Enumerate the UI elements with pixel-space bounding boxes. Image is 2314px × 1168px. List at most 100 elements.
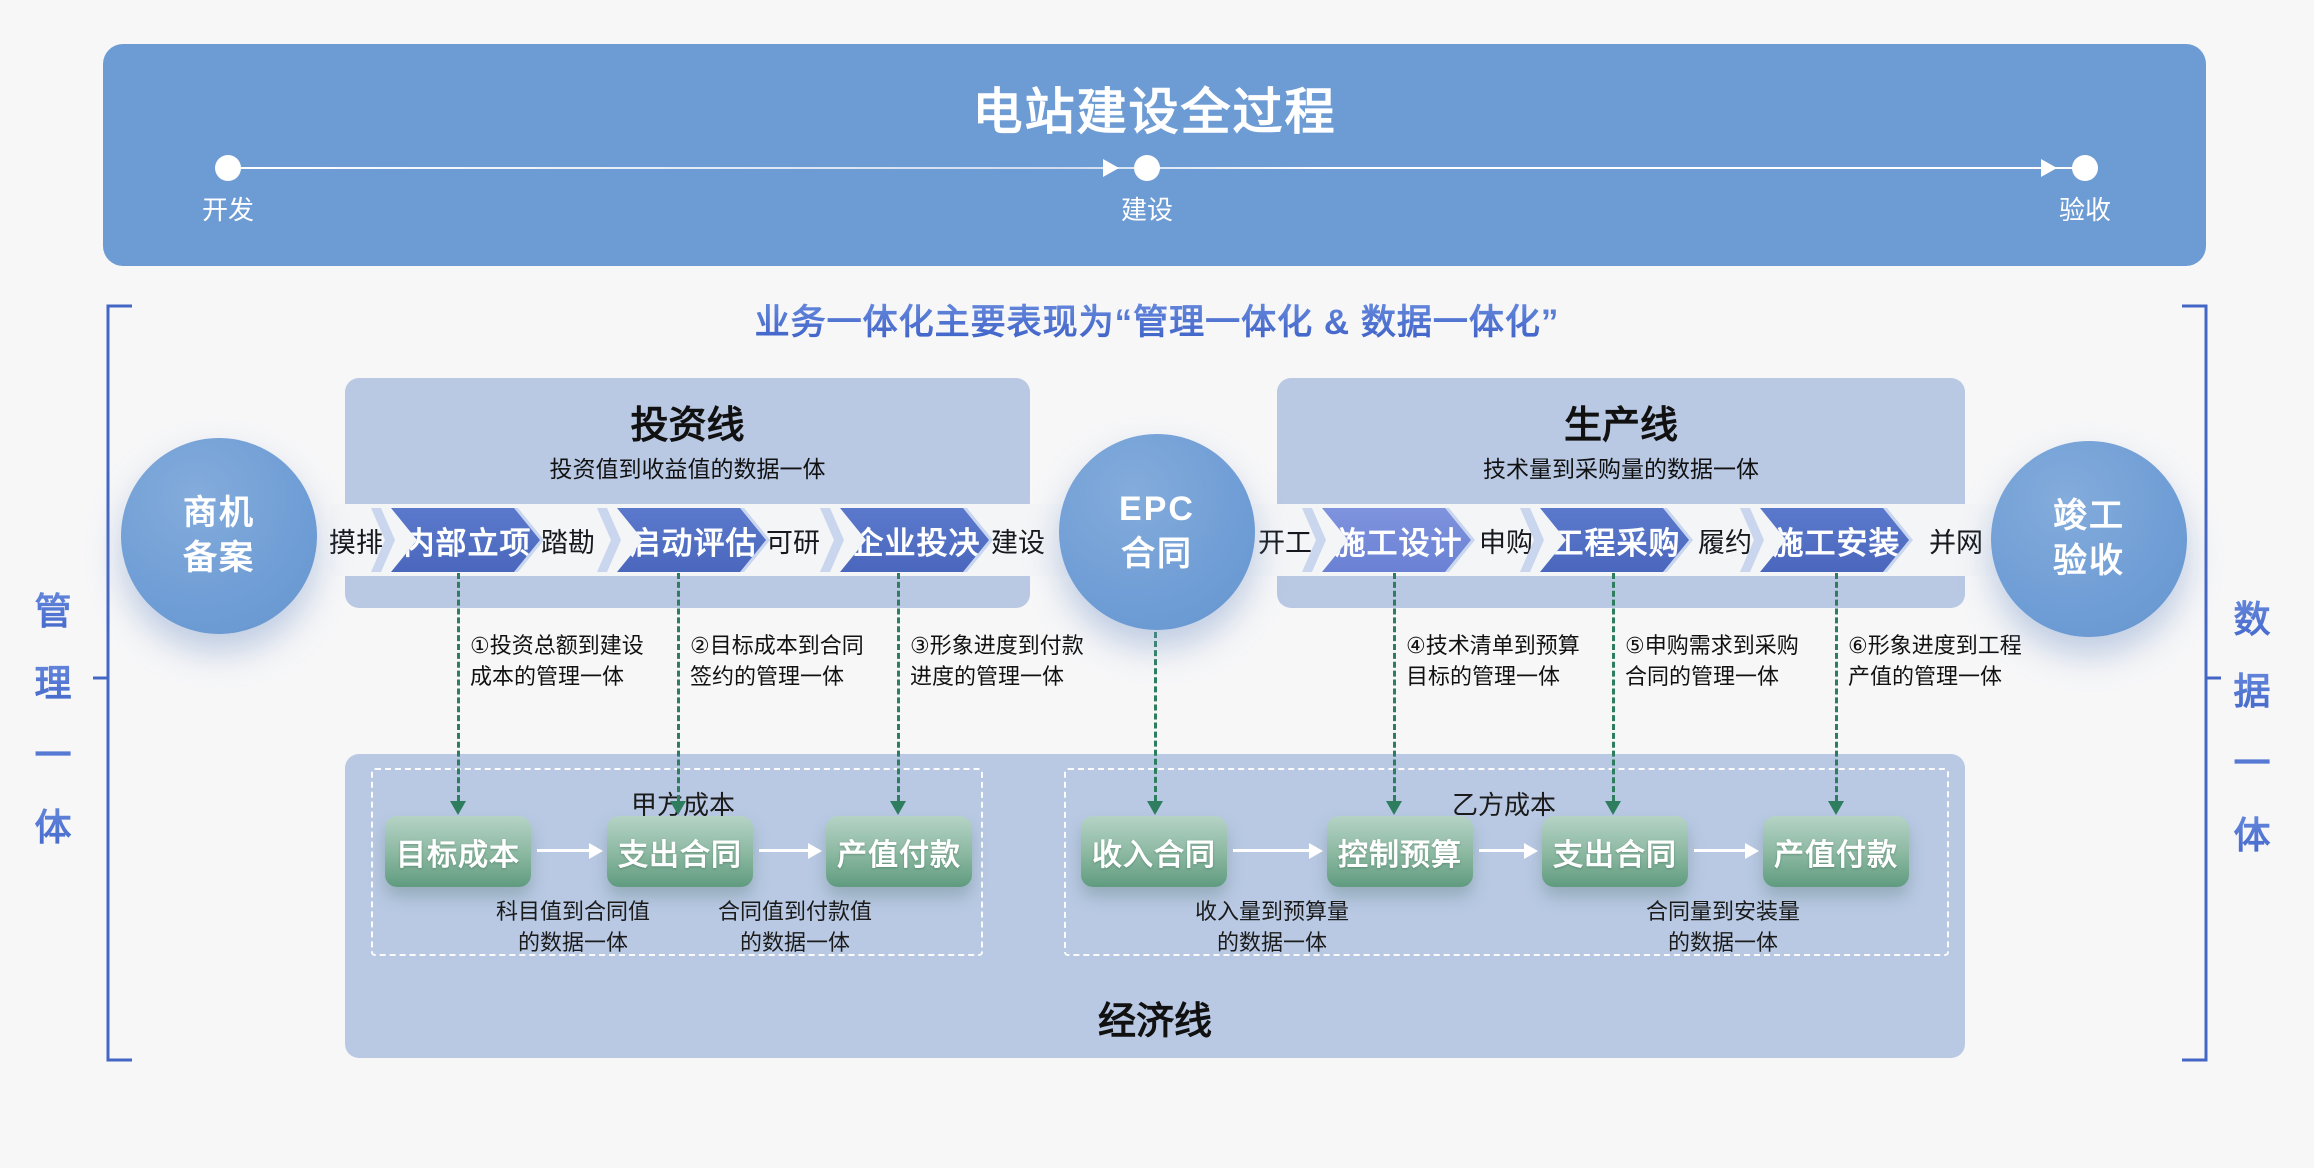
- annotation-2: ②目标成本到合同 签约的管理一体: [690, 630, 864, 692]
- note-line: 的数据一体: [517, 930, 628, 955]
- chevron-face: 企业投决: [840, 508, 989, 572]
- timeline-arrow-icon: [1103, 159, 1119, 177]
- left-bracket: [93, 304, 132, 1062]
- step-label: 施工设计: [1334, 525, 1463, 561]
- investment-panel-title: 投资线: [630, 405, 745, 447]
- note-line: 合同值到付款值: [717, 899, 872, 924]
- data-note-subject-contract: 科目值到合同值 的数据一体: [443, 896, 703, 958]
- timeline-dot: [2072, 155, 2098, 181]
- arrow-down-icon: [890, 801, 906, 815]
- note-line: 的数据一体: [1667, 930, 1778, 955]
- step-label: 工程采购: [1552, 525, 1681, 561]
- box-output-payment: 产值付款: [826, 816, 972, 887]
- circle-completion-acceptance: 竣工 验收: [1991, 441, 2187, 637]
- circle-text: 验收: [2053, 542, 2125, 580]
- step-start-evaluation: 启动评估: [617, 508, 762, 572]
- step-performance: 履约: [1698, 527, 1752, 558]
- caption-char: 数: [2220, 584, 2284, 656]
- flow-arrow-icon: [1479, 843, 1538, 859]
- caption-char: 体: [2220, 800, 2284, 872]
- top-banner: 电站建设全过程 开发 建设 验收: [103, 44, 2206, 266]
- step-survey: 摸排: [329, 527, 383, 558]
- right-bracket: [2182, 304, 2221, 1062]
- dashed-connector: [677, 573, 680, 801]
- box-target-cost: 目标成本: [385, 816, 531, 887]
- arrow-down-icon: [1386, 801, 1402, 815]
- annotation-line: ⑥形象进度到工程: [1848, 633, 2022, 658]
- dashed-connector: [457, 573, 460, 801]
- arrow-down-icon: [670, 801, 686, 815]
- annotation-line: ③形象进度到付款: [910, 633, 1084, 658]
- step-grid-connection: 并网: [1929, 527, 1983, 558]
- box-expense-contract: 支出合同: [1542, 816, 1688, 887]
- banner-title: 电站建设全过程: [972, 84, 1337, 140]
- timeline-dot: [1134, 155, 1160, 181]
- investment-panel-subtitle: 投资值到收益值的数据一体: [549, 456, 826, 482]
- flow-arrow-icon: [537, 843, 603, 859]
- milestone-label-accept: 验收: [2058, 195, 2111, 225]
- caption-char: 一: [21, 720, 85, 792]
- box-expense-contract: 支出合同: [607, 816, 753, 887]
- data-note-contract-payment: 合同值到付款值 的数据一体: [665, 896, 925, 958]
- step-label: 内部立项: [403, 525, 532, 561]
- circle-text: EPC: [1119, 490, 1195, 528]
- arrow-down-icon: [1147, 801, 1163, 815]
- caption-char: 体: [21, 792, 85, 864]
- circle-text: 竣工: [2053, 497, 2125, 535]
- annotation-line: ①投资总额到建设: [470, 633, 644, 658]
- flow-arrow-icon: [1233, 843, 1323, 859]
- circle-text: 备案: [183, 539, 255, 577]
- circle-text: 商机: [183, 494, 255, 532]
- chevron-face: 施工安装: [1760, 508, 1909, 572]
- timeline-dot: [215, 155, 241, 181]
- box-income-contract: 收入合同: [1081, 816, 1227, 887]
- milestone-label-develop: 开发: [201, 195, 254, 225]
- step-corporate-decision: 企业投决: [840, 508, 985, 572]
- annotation-line: ④技术清单到预算: [1406, 633, 1580, 658]
- chevron-face: 工程采购: [1540, 508, 1689, 572]
- step-commencement: 开工: [1258, 527, 1312, 558]
- annotation-line: ⑤申购需求到采购: [1625, 633, 1799, 658]
- annotation-line: 签约的管理一体: [690, 664, 845, 689]
- integration-subtitle: 业务一体化主要表现为“管理一体化 & 数据一体化”: [0, 294, 2314, 345]
- step-construction-install: 施工安装: [1760, 508, 1905, 572]
- step-site-visit: 踏勘: [541, 527, 595, 558]
- step-label: 施工安装: [1772, 525, 1901, 561]
- contractor-cost-group: [1064, 768, 1949, 956]
- note-line: 的数据一体: [1216, 930, 1327, 955]
- caption-char: 管: [21, 576, 85, 648]
- flow-arrow-icon: [1694, 843, 1759, 859]
- annotation-6: ⑥形象进度到工程 产值的管理一体: [1848, 630, 2022, 692]
- note-line: 合同量到安装量: [1645, 899, 1800, 924]
- contractor-cost-label: 乙方成本: [1451, 790, 1556, 820]
- dashed-connector: [897, 573, 900, 801]
- box-output-payment: 产值付款: [1763, 816, 1909, 887]
- step-construction: 建设: [991, 527, 1045, 558]
- step-internal-approval: 内部立项: [391, 508, 536, 572]
- annotation-3: ③形象进度到付款 进度的管理一体: [910, 630, 1084, 692]
- arrow-down-icon: [1605, 801, 1621, 815]
- step-feasibility: 可研: [766, 527, 820, 558]
- caption-char: 一: [2220, 728, 2284, 800]
- circle-business-filing: 商机 备案: [121, 438, 317, 634]
- step-purchase-request: 申购: [1479, 527, 1533, 558]
- production-panel-title: 生产线: [1563, 405, 1678, 447]
- annotation-line: 合同的管理一体: [1625, 664, 1780, 689]
- annotation-line: 产值的管理一体: [1848, 664, 2003, 689]
- timeline-arrow-icon: [2041, 159, 2057, 177]
- left-vertical-caption: 管 理 一 体: [21, 576, 85, 864]
- step-label: 企业投决: [852, 525, 981, 561]
- box-control-budget: 控制预算: [1327, 816, 1473, 887]
- right-vertical-caption: 数 据 一 体: [2220, 584, 2284, 872]
- annotation-line: ②目标成本到合同: [690, 633, 864, 658]
- circle-epc-contract: EPC 合同: [1059, 434, 1255, 630]
- circle-text: 合同: [1121, 535, 1193, 573]
- annotation-line: 成本的管理一体: [470, 664, 625, 689]
- annotation-line: 进度的管理一体: [910, 664, 1065, 689]
- step-construction-design: 施工设计: [1322, 508, 1467, 572]
- production-panel-subtitle: 技术量到采购量的数据一体: [1483, 456, 1759, 482]
- dashed-connector: [1612, 573, 1615, 801]
- dashed-connector: [1835, 573, 1838, 801]
- dashed-connector: [1154, 632, 1157, 801]
